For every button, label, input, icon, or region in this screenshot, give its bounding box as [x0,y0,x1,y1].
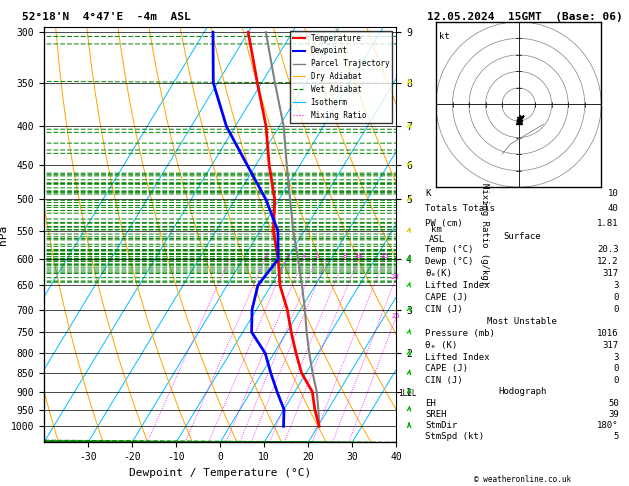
Text: 20: 20 [391,274,399,280]
Text: 1.81: 1.81 [597,219,619,228]
Text: CIN (J): CIN (J) [425,305,463,314]
Text: 52°18'N  4°47'E  -4m  ASL: 52°18'N 4°47'E -4m ASL [22,12,191,22]
Text: Hodograph: Hodograph [498,387,546,397]
Text: 40: 40 [608,204,619,213]
Text: 0: 0 [613,376,619,385]
Text: 15: 15 [380,253,389,259]
Text: 3: 3 [285,253,289,259]
Text: 180°: 180° [597,421,619,430]
Text: 39: 39 [608,410,619,419]
Text: 3: 3 [613,352,619,362]
Text: PW (cm): PW (cm) [425,219,463,228]
Text: 0: 0 [613,305,619,314]
Text: 317: 317 [603,341,619,350]
Text: 3: 3 [613,281,619,290]
Text: 12.05.2024  15GMT  (Base: 06): 12.05.2024 15GMT (Base: 06) [427,12,623,22]
Text: Most Unstable: Most Unstable [487,317,557,326]
Text: 317: 317 [603,269,619,278]
Y-axis label: km
ASL: km ASL [429,225,445,244]
Text: StmSpd (kt): StmSpd (kt) [425,432,484,441]
Text: 0: 0 [613,293,619,302]
X-axis label: Dewpoint / Temperature (°C): Dewpoint / Temperature (°C) [129,468,311,478]
Y-axis label: Mixing Ratio (g/kg): Mixing Ratio (g/kg) [479,183,489,286]
Text: 50: 50 [608,399,619,408]
Text: 5: 5 [314,253,318,259]
Text: Temp (°C): Temp (°C) [425,244,474,254]
Text: 25: 25 [391,312,400,319]
Text: 0: 0 [613,364,619,373]
Text: 1LCL: 1LCL [399,389,417,398]
Text: 12.2: 12.2 [597,257,619,266]
Legend: Temperature, Dewpoint, Parcel Trajectory, Dry Adiabat, Wet Adiabat, Isotherm, Mi: Temperature, Dewpoint, Parcel Trajectory… [290,31,392,122]
Text: CIN (J): CIN (J) [425,376,463,385]
Text: θₑ (K): θₑ (K) [425,341,458,350]
Text: CAPE (J): CAPE (J) [425,364,469,373]
Text: Lifted Index: Lifted Index [425,281,490,290]
Text: Lifted Index: Lifted Index [425,352,490,362]
Text: 10: 10 [608,189,619,198]
Text: Surface: Surface [503,232,541,242]
Text: StmDir: StmDir [425,421,458,430]
Text: 1016: 1016 [597,329,619,338]
Text: 5: 5 [613,432,619,441]
Text: Totals Totals: Totals Totals [425,204,495,213]
Y-axis label: hPa: hPa [0,225,8,244]
Text: EH: EH [425,399,436,408]
Text: K: K [425,189,431,198]
Text: kt: kt [439,32,450,41]
Text: CAPE (J): CAPE (J) [425,293,469,302]
Text: 20.3: 20.3 [597,244,619,254]
Text: © weatheronline.co.uk: © weatheronline.co.uk [474,474,571,484]
Text: Pressure (mb): Pressure (mb) [425,329,495,338]
Text: 10: 10 [354,253,363,259]
Text: SREH: SREH [425,410,447,419]
Text: Dewp (°C): Dewp (°C) [425,257,474,266]
Text: 2: 2 [263,253,267,259]
Text: 8: 8 [342,253,347,259]
Text: θₑ(K): θₑ(K) [425,269,452,278]
Text: 4: 4 [301,253,306,259]
